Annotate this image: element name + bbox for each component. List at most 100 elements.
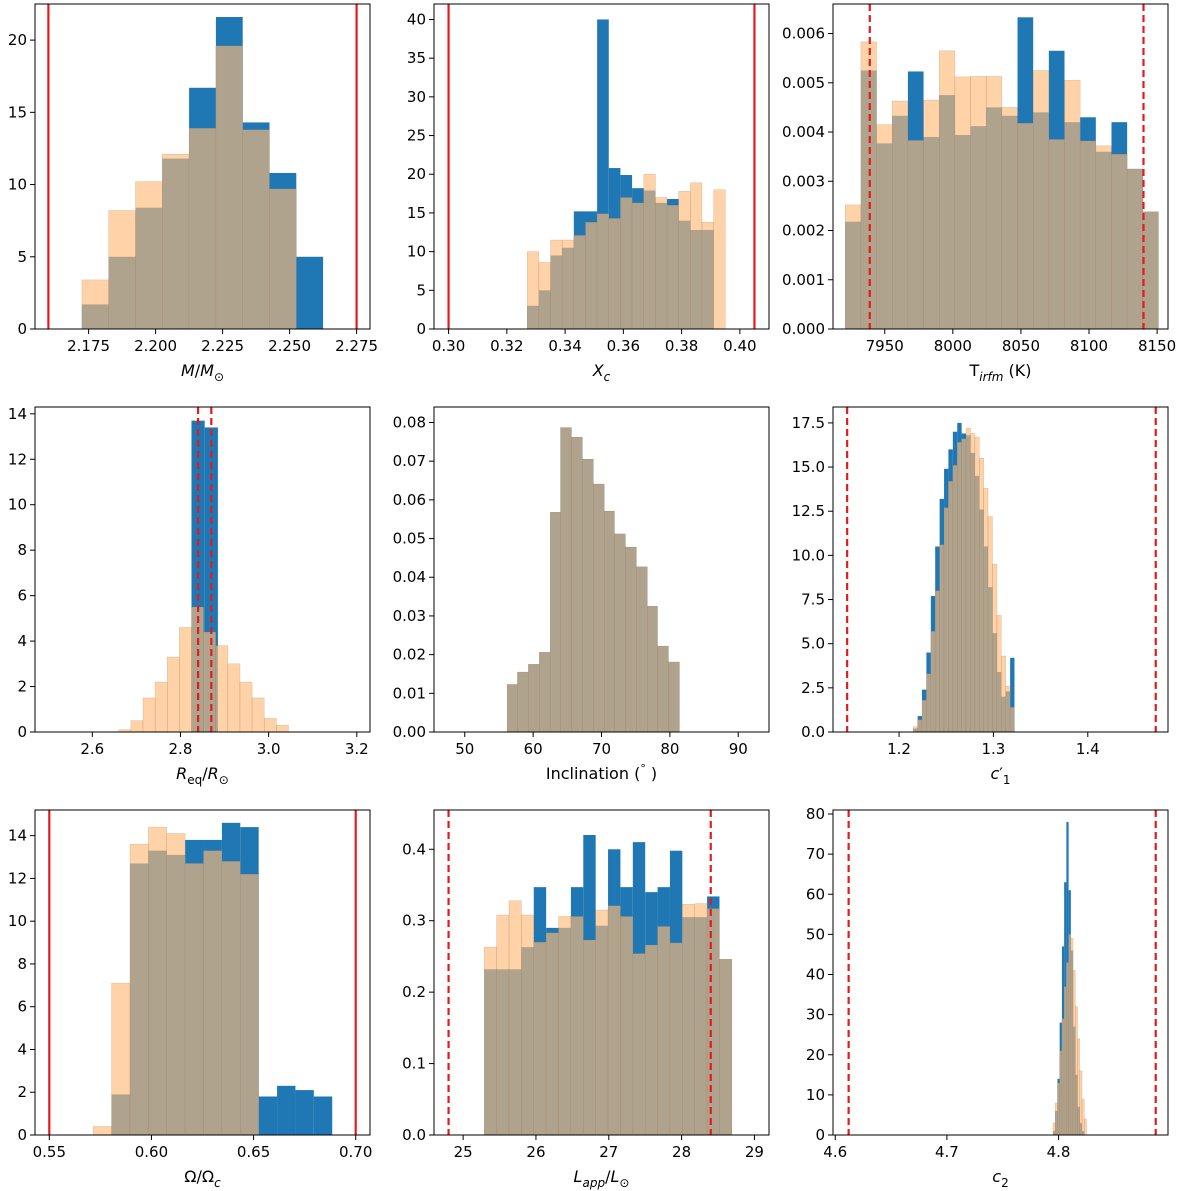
axes-frame [433,809,770,1136]
orange-bar [917,719,923,732]
axes-frame [34,3,371,330]
orange-bar [571,436,583,732]
y-tick-label: 0 [17,320,27,338]
orange-bar [596,213,610,329]
orange-bar [666,204,679,329]
orange-bar [970,433,976,732]
orange-bar [276,724,289,732]
y-tick-label: 25 [407,127,426,145]
orange-bar [135,181,163,329]
x-tick-label: 28 [672,1143,691,1161]
orange-bar [550,239,563,329]
orange-bar [678,191,691,329]
blue-bar [1010,657,1015,732]
x-tick-label: 8100 [1070,337,1108,355]
orange-bar [690,182,703,329]
orange-bar [655,197,668,329]
x-axis-label: Inclination (° ) [546,762,657,783]
orange-bar [1077,1038,1081,1135]
x-tick-label: 27 [599,1143,618,1161]
x-tick-label: 1.4 [1076,740,1100,758]
blue-bar [597,19,609,329]
y-tick-label: 0.02 [393,646,426,664]
plot-area [847,810,1157,1135]
x-tick-label: 0.30 [432,337,465,355]
orange-bar [517,671,529,732]
histogram-panel: 2.175 2.200 2.225 2.250 2.275 0 5 10 15 20 M/M⊙ [8,3,378,384]
orange-bar [713,189,726,329]
y-tick-label: 5 [17,248,27,266]
x-tick-label: 2.200 [134,337,177,355]
orange-bar [643,173,656,329]
axes-frame [34,406,371,733]
y-tick-label: 0.04 [393,568,426,586]
y-tick-label: 0 [17,1126,27,1144]
y-tick-label: 14 [8,827,27,845]
orange-bar [595,909,609,1135]
y-tick-label: 0.3 [402,912,426,930]
orange-bar [1005,685,1011,732]
orange-bar [92,1126,112,1135]
x-tick-label: 8050 [1002,337,1040,355]
y-tick-label: 0.0 [402,1126,426,1144]
x-tick-label: 0.65 [237,1143,270,1161]
orange-bar [987,516,993,732]
orange-bar [954,76,971,329]
y-tick-label: 0.4 [402,840,426,858]
blue-bar [258,1096,278,1135]
orange-bar [668,661,680,732]
orange-bar [1001,655,1006,732]
x-tick-label: 2.175 [67,337,110,355]
x-tick-label: 29 [745,1143,764,1161]
orange-bar [974,436,980,732]
orange-bar [585,221,598,329]
orange-bar [1057,1082,1060,1135]
blue-bar [313,1096,333,1135]
orange-bar [508,900,522,1135]
orange-bar [1017,122,1034,329]
orange-bar [496,914,510,1135]
axes-frame [433,3,770,330]
orange-bar [719,959,733,1135]
orange-bar [614,533,626,732]
orange-bar [644,944,658,1135]
orange-bar [215,645,229,732]
orange-bar [1126,168,1144,329]
histogram-panel: 25 26 27 28 29 0.0 0.1 0.2 0.3 0.4 Lapp/L⊙ [402,809,770,1190]
orange-bar [669,942,683,1135]
y-tick-label: 15 [8,103,27,121]
y-tick-label: 8 [17,955,27,973]
orange-bar [593,483,605,732]
orange-bar [620,197,633,329]
orange-bar [179,627,192,732]
plot-area [118,407,289,732]
orange-bar [263,718,277,732]
orange-bar [985,76,1003,329]
x-tick-label: 4.7 [935,1143,959,1161]
axes-frame [832,406,1169,733]
orange-bar [1075,1006,1078,1135]
orange-bar [938,50,956,329]
orange-bar [269,188,297,329]
x-tick-label: 90 [729,740,748,758]
y-tick-label: 0.07 [393,452,426,470]
orange-bar [1111,153,1128,329]
blue-bar [295,1090,314,1135]
orange-bar [582,458,594,732]
orange-bar [1048,139,1065,329]
y-tick-label: 0.06 [393,491,426,509]
orange-bar [528,664,540,732]
x-tick-label: 8150 [1138,337,1176,355]
orange-bar [1068,934,1072,1135]
orange-bar [221,861,241,1135]
x-tick-label: 3.0 [257,740,281,758]
orange-bar [694,903,708,1135]
orange-bar [1142,211,1159,329]
x-axis-label: Lapp/L⊙ [574,1167,630,1190]
orange-bar [1009,707,1015,732]
y-tick-label: 50 [806,925,825,943]
orange-bar [948,480,954,732]
orange-bar [506,684,518,732]
axes-frame [832,809,1169,1136]
